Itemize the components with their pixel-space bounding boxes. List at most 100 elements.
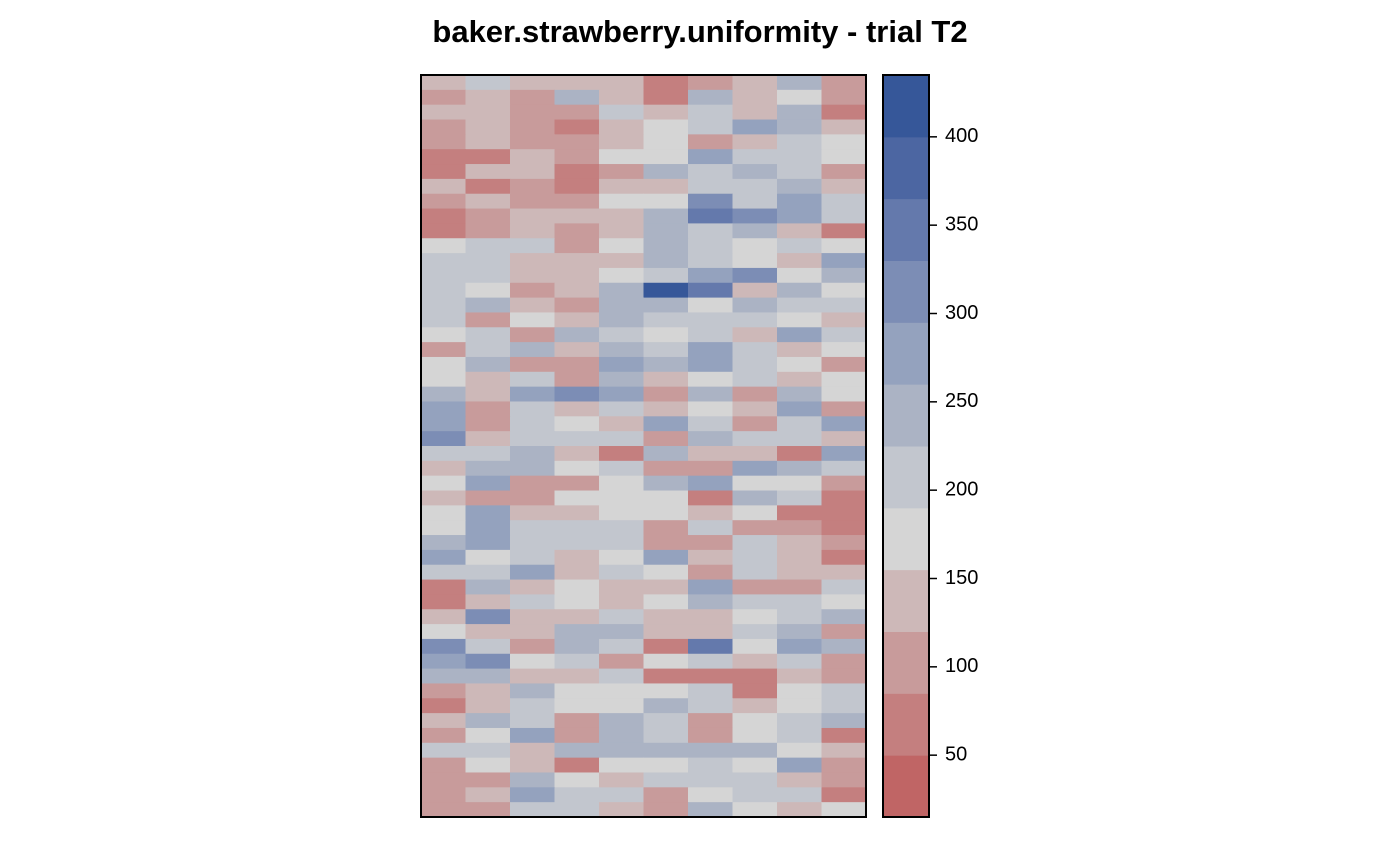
heatmap-cell (777, 698, 822, 714)
heatmap-cell (465, 520, 511, 536)
heatmap-cell (421, 312, 466, 328)
heatmap-cell (821, 193, 867, 210)
heatmap-cell (732, 89, 778, 106)
heatmap-cell (643, 371, 689, 388)
heatmap-cell (643, 386, 689, 402)
heatmap-cell (554, 282, 600, 299)
heatmap-cell (777, 683, 822, 699)
heatmap-cell (732, 297, 778, 313)
heatmap-cell (599, 505, 644, 521)
heatmap-cell (821, 609, 867, 625)
heatmap-cell (643, 579, 689, 595)
heatmap-cell (688, 535, 733, 551)
colorbar-bin (883, 693, 929, 756)
heatmap-cell (732, 104, 778, 121)
heatmap-cell (821, 505, 867, 521)
heatmap-cell (821, 757, 867, 773)
heatmap-cell (777, 564, 822, 581)
heatmap-cell (732, 327, 778, 343)
heatmap-cell (643, 164, 689, 180)
heatmap-cell (643, 104, 689, 121)
heatmap-cell (510, 460, 555, 477)
heatmap-cell (510, 772, 555, 788)
colorbar-tick-label: 150 (945, 567, 978, 589)
heatmap-cell (643, 431, 689, 447)
colorbar-tick-label: 350 (945, 213, 978, 235)
heatmap-cell (554, 653, 600, 670)
heatmap-cell (688, 505, 733, 521)
heatmap-cell (821, 727, 867, 744)
heatmap-cell (777, 75, 822, 91)
heatmap-cell (599, 119, 644, 135)
heatmap-cell (777, 579, 822, 595)
heatmap-cell (643, 535, 689, 551)
heatmap-cell (643, 624, 689, 640)
plot-border (420, 74, 867, 818)
heatmap-cell (465, 75, 511, 91)
heatmap-cell (421, 401, 466, 417)
heatmap-cell (643, 356, 689, 373)
heatmap-cell (421, 164, 466, 180)
heatmap-cell (421, 119, 466, 135)
heatmap-cell (777, 386, 822, 402)
heatmap-cell (643, 772, 689, 788)
heatmap-cell (688, 238, 733, 254)
heatmap-cell (554, 549, 600, 566)
heatmap-cell (510, 401, 555, 417)
heatmap-cell (599, 312, 644, 328)
heatmap-cell (554, 178, 600, 195)
heatmap-cell (643, 490, 689, 506)
heatmap-cell (510, 267, 555, 284)
heatmap-cell (465, 327, 511, 343)
heatmap-cell (421, 431, 466, 447)
heatmap-cell (821, 460, 867, 477)
heatmap-cell (465, 535, 511, 551)
heatmap-cell (777, 446, 822, 462)
heatmap-cell (599, 624, 644, 640)
heatmap-cell (465, 119, 511, 135)
heatmap-cell (688, 564, 733, 581)
heatmap-cell (554, 698, 600, 714)
heatmap-cell (821, 297, 867, 313)
colorbar-bin (883, 384, 929, 447)
heatmap-cell (510, 490, 555, 506)
heatmap-cell (821, 312, 867, 328)
heatmap-cell (643, 297, 689, 313)
colorbar-bin (883, 136, 929, 200)
heatmap-cell (510, 223, 555, 239)
heatmap-cell (421, 624, 466, 640)
heatmap-cell (599, 802, 644, 818)
heatmap-cell (421, 208, 466, 224)
heatmap-cell (732, 431, 778, 447)
heatmap-cell (510, 104, 555, 121)
heatmap-cell (554, 446, 600, 462)
heatmap-cell (821, 802, 867, 818)
heatmap-cell (821, 742, 867, 759)
heatmap-cell (688, 253, 733, 269)
heatmap-cell (599, 193, 644, 210)
heatmap-cell (510, 342, 555, 358)
heatmap-cell (510, 713, 555, 729)
heatmap-cell (599, 164, 644, 180)
heatmap-cell (732, 149, 778, 165)
heatmap-cell (643, 134, 689, 150)
heatmap-cell (465, 267, 511, 284)
heatmap-cell (599, 342, 644, 358)
heatmap-cell (643, 223, 689, 239)
heatmap-cell (554, 104, 600, 121)
heatmap-cell (777, 505, 822, 521)
heatmap-cell (777, 520, 822, 536)
heatmap-cell (599, 104, 644, 121)
heatmap-cell (421, 594, 466, 610)
heatmap-cell (777, 594, 822, 610)
heatmap-cell (777, 742, 822, 759)
heatmap-cell (821, 371, 867, 388)
heatmap-cell (599, 698, 644, 714)
heatmap-cell (554, 356, 600, 373)
heatmap-cell (421, 356, 466, 373)
heatmap-cell (421, 742, 466, 759)
heatmap-cell (554, 668, 600, 684)
heatmap-cell (421, 342, 466, 358)
heatmap-cell (421, 134, 466, 150)
heatmap-cell (688, 327, 733, 343)
